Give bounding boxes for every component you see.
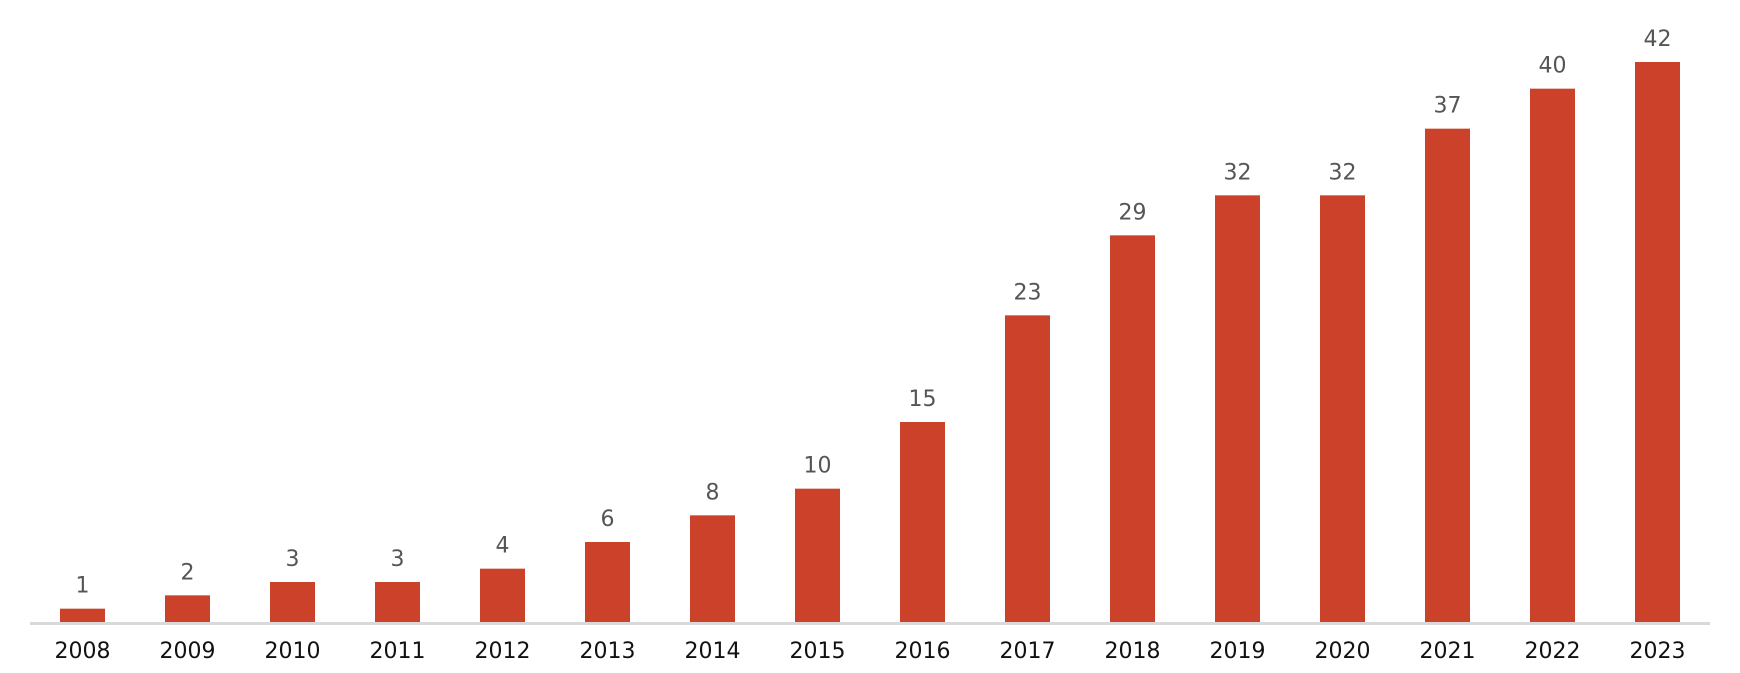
value-label: 32: [1329, 160, 1357, 185]
x-tick-label: 2021: [1420, 639, 1476, 664]
x-tick-label: 2022: [1525, 639, 1581, 664]
bar: [585, 542, 630, 622]
bar: [165, 595, 210, 622]
bar: [1635, 62, 1680, 622]
x-tick-label: 2014: [685, 639, 741, 664]
value-label: 3: [286, 547, 300, 572]
bar: [900, 422, 945, 622]
bar: [1320, 195, 1365, 623]
value-label: 42: [1644, 27, 1672, 52]
bar: [1215, 195, 1260, 623]
value-label: 32: [1224, 160, 1252, 185]
x-tick-label: 2011: [370, 639, 426, 664]
value-label: 3: [391, 547, 405, 572]
x-tick-label: 2013: [580, 639, 636, 664]
value-label: 10: [804, 454, 832, 479]
x-tick-label: 2023: [1630, 639, 1686, 664]
value-label: 4: [496, 534, 510, 559]
x-tick-label: 2020: [1315, 639, 1371, 664]
value-label: 23: [1014, 280, 1042, 305]
x-tick-label: 2017: [1000, 639, 1056, 664]
bar: [375, 582, 420, 622]
bar: [1005, 315, 1050, 622]
bar: [1425, 128, 1470, 622]
x-tick-label: 2008: [55, 639, 111, 664]
x-tick-label: 2018: [1105, 639, 1161, 664]
bar: [60, 608, 105, 622]
bar: [795, 488, 840, 622]
bar: [480, 568, 525, 622]
value-label: 8: [706, 480, 720, 505]
bar: [1110, 235, 1155, 623]
x-tick-label: 2012: [475, 639, 531, 664]
x-tick-label: 2010: [265, 639, 321, 664]
bar: [690, 515, 735, 622]
bar: [270, 582, 315, 622]
value-label: 40: [1539, 54, 1567, 79]
x-tick-label: 2009: [160, 639, 216, 664]
value-label: 1: [76, 574, 90, 599]
bar: [1530, 88, 1575, 622]
x-tick-label: 2015: [790, 639, 846, 664]
value-label: 29: [1119, 200, 1147, 225]
x-tick-label: 2019: [1210, 639, 1266, 664]
x-tick-label: 2016: [895, 639, 951, 664]
value-label: 2: [181, 560, 195, 585]
value-label: 6: [601, 507, 615, 532]
value-label: 37: [1434, 94, 1462, 119]
value-label: 15: [909, 387, 937, 412]
